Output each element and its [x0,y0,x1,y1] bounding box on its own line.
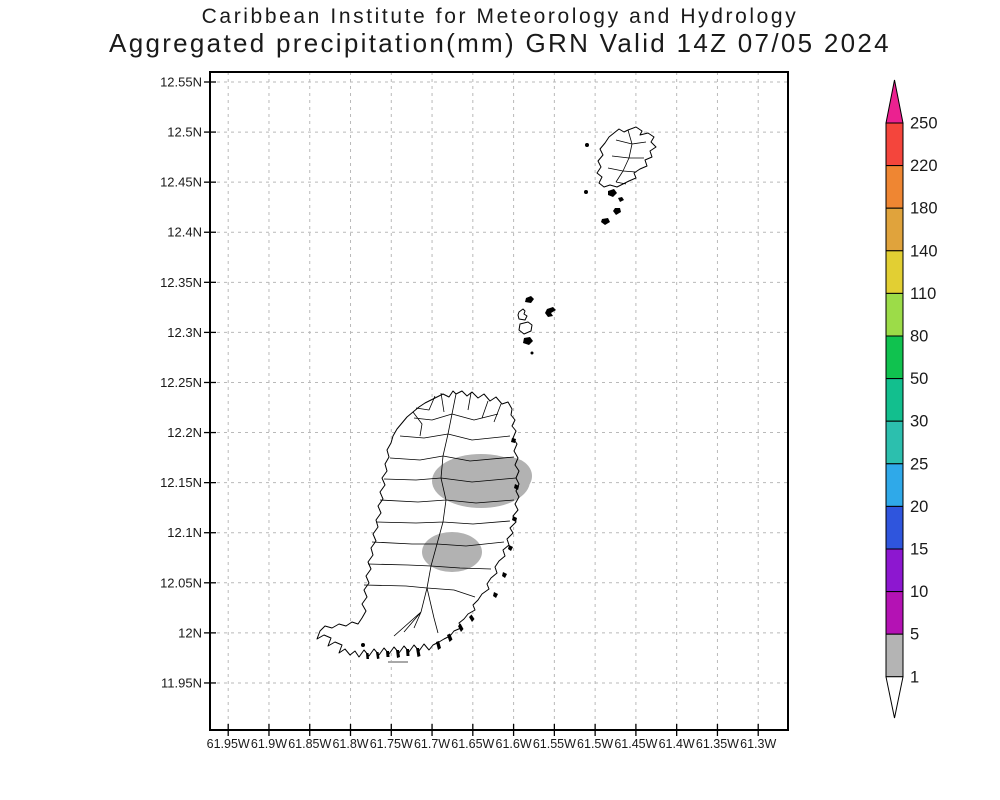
map-frame [209,71,789,731]
colorbar-segment [885,505,904,550]
figure-title-line1: Caribbean Institute for Meteorology and … [201,5,799,28]
colorbar-segment [885,591,904,635]
colorbar-segment [885,292,904,337]
colorbar-segment [885,335,904,380]
colorbar-tick-label: 140 [910,242,938,260]
lat-tick-label: 12.05N [160,575,202,590]
lat-tick-label: 12.35N [160,275,202,290]
colorbar-segment [885,463,904,507]
colorbar-tick-label: 20 [910,498,928,516]
colorbar-segment [885,165,904,209]
shaded-region-south [422,532,482,572]
colorbar-segment [885,122,904,167]
colorbar-below-min-arrow [885,676,904,719]
colorbar-tick-label: 50 [910,370,928,388]
longitude-axis: 61.95W 61.9W 61.85W 61.8W 61.75W 61.7W 61.65W 6… [207,724,776,751]
grenada-island-fill [317,391,519,657]
lon-tick-label: 61.4W [659,737,695,751]
colorbar-tick-label: 220 [910,157,938,175]
lat-tick-label: 12.25N [160,375,202,390]
colorbar-segment [885,548,904,593]
colorbar-tick-label: 30 [910,413,928,431]
lon-tick-label: 61.45W [614,737,657,751]
precipitation-shading [422,454,532,572]
colorbar-segment [885,250,904,294]
lon-tick-label: 61.35W [696,737,739,751]
offshore-islets [361,143,624,647]
grenada-watershed-lines [363,392,517,637]
lon-tick-label: 61.3W [740,737,776,751]
colorbar-tick-label: 180 [910,200,938,218]
colorbar-tick-label: 25 [910,455,928,473]
lat-tick-label: 12.55N [160,75,202,90]
colorbar-segment [885,207,904,252]
lon-tick-label: 61.5W [577,737,613,751]
lon-tick-label: 61.8W [332,737,368,751]
latitude-axis: 12.55N 12.5N 12.45N 12.4N 12.35N 12.3N 12.25N 1… [160,75,216,690]
lat-tick-label: 12N [178,625,202,640]
colorbar-tick-label: 15 [910,541,928,559]
colorbar-above-max-arrow [885,79,904,124]
lat-tick-label: 12.15N [160,475,202,490]
colorbar-tick-label: 110 [910,285,936,303]
lon-tick-label: 61.95W [207,737,250,751]
lon-tick-label: 61.65W [451,737,494,751]
lat-tick-label: 12.3N [167,325,202,340]
lon-tick-label: 61.75W [370,737,413,751]
colorbar: 250 220 180 140 110 80 50 30 25 20 15 10 5 1 [885,79,938,719]
lon-tick-label: 61.55W [533,737,576,751]
island-fills [317,127,656,657]
colorbar-segment [885,633,904,678]
coastline-and-watersheds [316,126,657,663]
colorbar-tick-label: 5 [910,626,919,644]
lat-tick-label: 12.2N [167,425,202,440]
lon-tick-label: 61.7W [414,737,450,751]
lon-tick-label: 61.85W [288,737,331,751]
colorbar-segment [885,420,904,465]
colorbar-tick-label: 80 [910,328,928,346]
lat-tick-label: 12.1N [167,525,202,540]
carriacou-island-fill [597,127,656,187]
carriacou-coastline [596,126,657,188]
lat-tick-label: 12.5N [167,125,202,140]
colorbar-tick-label: 1 [910,668,919,686]
colorbar-tick-label: 10 [910,583,928,601]
colorbar-segment [885,378,904,422]
figure-title-line2: Aggregated precipitation(mm) GRN Valid 1… [109,28,891,58]
lon-tick-label: 61.6W [496,737,532,751]
lat-tick-label: 12.4N [167,225,202,240]
carriacou-watershed-lines [607,129,647,185]
lon-tick-label: 61.9W [251,737,287,751]
lat-tick-label: 11.95N [161,675,202,690]
shaded-region-north-ext [484,457,532,495]
colorbar-tick-label: 250 [910,115,938,133]
lat-tick-label: 12.45N [160,175,202,190]
